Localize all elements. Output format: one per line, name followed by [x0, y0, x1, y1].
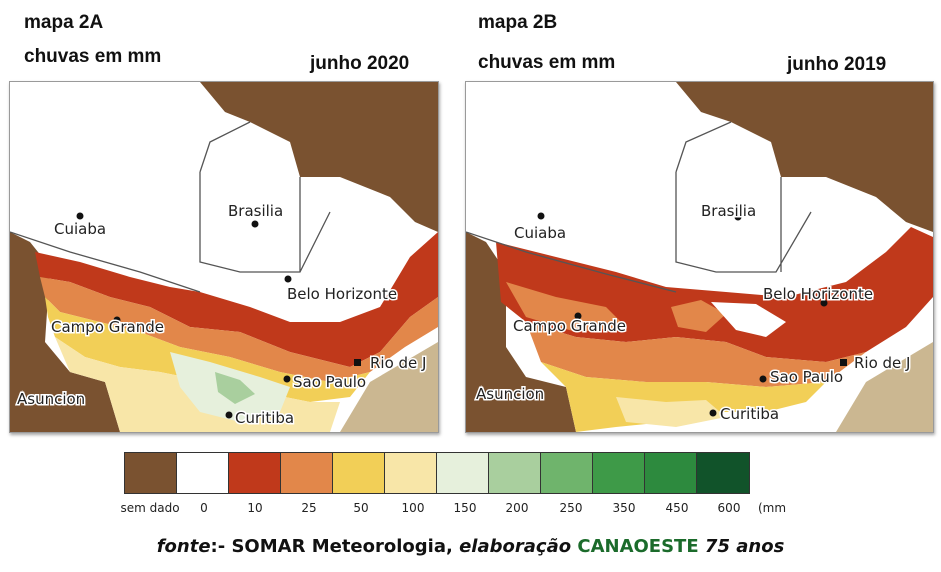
legend-swatch-100: [385, 453, 437, 493]
city-label-campo-grande: Campo Grande: [51, 318, 164, 336]
city-label-cuiaba: Cuiaba: [514, 224, 566, 242]
map-2b-period: junho 2019: [787, 54, 887, 75]
rain-25-patch-west: [506, 282, 626, 332]
legend-swatch-25: [281, 453, 333, 493]
legend-label-50: 50: [353, 501, 369, 515]
state-borders: [466, 121, 812, 293]
legend-swatch-10: [229, 453, 281, 493]
no-data-north-region: [200, 82, 438, 232]
rain-25-band: [40, 277, 438, 382]
source-credit: fonte:- SOMAR Meteorologia, elaboração C…: [0, 536, 941, 557]
city-dot-sao-paulo: [283, 375, 291, 383]
legend-unit: (mm: [757, 501, 787, 515]
city-label-sao-paulo: Sao Paulo: [293, 373, 366, 391]
legend-label-150: 150: [453, 501, 477, 515]
city-dot-belo-horizonte: [284, 275, 292, 283]
city-dot-curitiba: [709, 409, 717, 417]
color-legend: [124, 452, 750, 494]
city-dot-campo-grande: [113, 316, 121, 324]
map-2a-subtitle: chuvas em mm: [24, 46, 162, 67]
no-rain-patch: [711, 302, 786, 337]
legend-label-10: 10: [247, 501, 263, 515]
city-label-cuiaba: Cuiaba: [54, 220, 106, 238]
state-borders: [10, 121, 331, 293]
map-2a-title: mapa 2A: [24, 12, 104, 33]
legend-label-no-data: sem dado: [120, 501, 180, 515]
map-2b-title: mapa 2B: [478, 12, 558, 33]
legend-swatch-150: [437, 453, 489, 493]
city-label-brasilia: Brasilia: [701, 202, 756, 220]
city-label-sao-paulo: Sao Paulo: [770, 368, 843, 386]
source-brand: CANAOESTE: [577, 536, 699, 557]
city-dot-cuiaba: [537, 212, 545, 220]
map-2b-svg: Cuiaba Brasilia Belo Horizonte Campo Gra…: [466, 82, 933, 432]
rain-50-band: [541, 362, 826, 432]
city-dot-brasilia: [734, 213, 742, 221]
city-label-asuncion: Asuncion: [476, 385, 544, 403]
city-label-rio: Rio de J: [370, 354, 426, 372]
city-dot-curitiba: [225, 411, 233, 419]
map-2a-period: junho 2020: [310, 53, 410, 74]
rain-100-patch: [616, 397, 726, 427]
legend-label-0: 0: [200, 501, 208, 515]
map-2b-subtitle: chuvas em mm: [478, 52, 616, 73]
legend-label-450: 450: [665, 501, 689, 515]
rain-25-patch-mid: [671, 300, 726, 332]
rain-25-band: [526, 322, 866, 387]
legend-swatch-350: [593, 453, 645, 493]
city-label-belo-horizonte: Belo Horizonte: [287, 285, 397, 303]
rain-200-patch: [215, 372, 255, 404]
no-data-west-region: [466, 232, 576, 432]
city-label-campo-grande: Campo Grande: [513, 317, 626, 335]
source-prefix: fonte: [156, 536, 211, 557]
city-label-curitiba: Curitiba: [720, 405, 779, 423]
no-data-west-region: [10, 232, 120, 432]
legend-swatch-250: [541, 453, 593, 493]
city-label-rio: Rio de J: [854, 354, 910, 372]
source-middle: :- SOMAR Meteorologia,: [210, 536, 460, 557]
legend-label-250: 250: [559, 501, 583, 515]
legend-label-100: 100: [401, 501, 425, 515]
legend-swatch-50: [333, 453, 385, 493]
legend-swatch-600: [697, 453, 749, 493]
city-label-asuncion: Asuncion: [17, 390, 85, 408]
source-suffix: 75 anos: [704, 536, 785, 557]
city-dot-brasilia: [251, 220, 259, 228]
no-data-ocean-region: [340, 342, 438, 432]
rain-10-band: [35, 232, 438, 367]
city-label-brasilia: Brasilia: [228, 202, 283, 220]
map-2b: Cuiaba Brasilia Belo Horizonte Campo Gra…: [465, 81, 934, 433]
city-dot-belo-horizonte: [820, 299, 828, 307]
city-label-curitiba: Curitiba: [235, 409, 294, 427]
legend-label-350: 350: [612, 501, 636, 515]
legend-swatch-200: [489, 453, 541, 493]
city-dot-rio: [354, 359, 361, 366]
source-italic: elaboração: [459, 536, 572, 557]
legend-swatch-0: [177, 453, 229, 493]
city-dot-cuiaba: [76, 212, 84, 220]
legend-label-25: 25: [301, 501, 317, 515]
legend-swatch-450: [645, 453, 697, 493]
city-dot-rio: [840, 359, 847, 366]
legend-label-200: 200: [505, 501, 529, 515]
city-dot-campo-grande: [574, 312, 582, 320]
legend-label-600: 600: [717, 501, 741, 515]
map-2a: Cuiaba Brasilia Belo Horizonte Campo Gra…: [9, 81, 439, 433]
no-data-ocean-region: [836, 342, 933, 432]
legend-swatch-no-data: [125, 453, 177, 493]
map-2a-svg: Cuiaba Brasilia Belo Horizonte Campo Gra…: [10, 82, 438, 432]
city-label-belo-horizonte: Belo Horizonte: [763, 285, 873, 303]
rain-50-band: [45, 297, 370, 402]
no-data-north-region: [676, 82, 933, 232]
city-dot-sao-paulo: [759, 375, 767, 383]
